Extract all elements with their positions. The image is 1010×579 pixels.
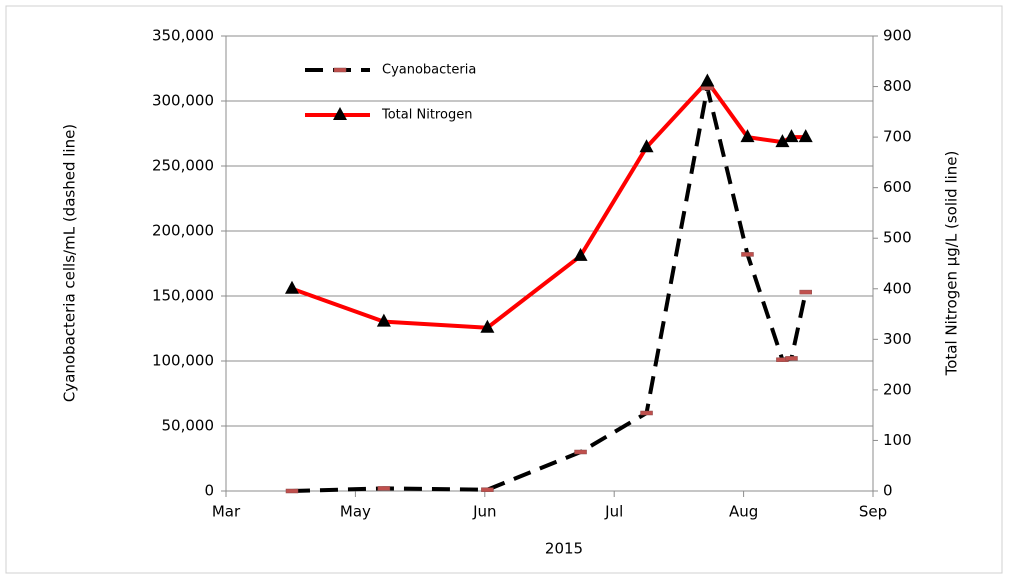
x-tick-label: Jul bbox=[604, 503, 623, 521]
legend-label: Cyanobacteria bbox=[382, 63, 476, 78]
y2-tick-label: 300 bbox=[883, 330, 912, 348]
data-point bbox=[775, 134, 790, 148]
data-point bbox=[481, 487, 494, 492]
y2-tick-label: 100 bbox=[883, 431, 912, 449]
y-tick-label: 100,000 bbox=[152, 352, 214, 370]
data-point bbox=[376, 313, 391, 327]
y2-tick-label: 700 bbox=[883, 128, 912, 146]
y-tick-label: 0 bbox=[204, 482, 214, 500]
y-tick-label: 250,000 bbox=[152, 157, 214, 175]
x-tick-label: Jun bbox=[472, 503, 496, 521]
data-point bbox=[701, 85, 714, 91]
data-point bbox=[700, 73, 715, 87]
y2-tick-label: 0 bbox=[883, 482, 893, 500]
data-point bbox=[573, 247, 588, 261]
data-point bbox=[640, 410, 653, 416]
y-axis-title: Cyanobacteria cells/mL (dashed line) bbox=[61, 124, 79, 402]
data-point bbox=[480, 319, 495, 333]
y2-tick-label: 400 bbox=[883, 279, 912, 297]
y-tick-label: 50,000 bbox=[162, 417, 215, 435]
data-point bbox=[784, 129, 799, 143]
data-point bbox=[799, 289, 812, 295]
data-point bbox=[741, 252, 754, 257]
legend-marker bbox=[333, 67, 347, 73]
y-tick-label: 200,000 bbox=[152, 222, 214, 240]
data-point bbox=[377, 486, 391, 491]
data-point bbox=[740, 129, 755, 143]
y2-tick-label: 900 bbox=[883, 27, 912, 45]
y2-axis-title: Total Nitrogen µg/L (solid line) bbox=[943, 151, 961, 377]
legend-marker bbox=[333, 107, 347, 120]
data-point bbox=[284, 280, 299, 294]
data-point bbox=[285, 488, 299, 494]
x-tick-label: May bbox=[340, 503, 371, 521]
x-tick-label: Sep bbox=[859, 503, 887, 521]
x-axis-title: 2015 bbox=[545, 540, 583, 558]
y2-tick-label: 800 bbox=[883, 77, 912, 95]
data-point bbox=[639, 139, 654, 153]
y2-tick-label: 500 bbox=[883, 229, 912, 247]
y-tick-label: 300,000 bbox=[152, 92, 214, 110]
data-point bbox=[785, 356, 798, 361]
x-tick-label: Aug bbox=[729, 503, 758, 521]
legend-label: Total Nitrogen bbox=[381, 108, 472, 123]
data-point bbox=[574, 449, 587, 455]
y2-tick-label: 200 bbox=[883, 380, 912, 398]
y-tick-label: 350,000 bbox=[152, 27, 214, 45]
y2-tick-label: 600 bbox=[883, 178, 912, 196]
y-tick-label: 150,000 bbox=[152, 287, 214, 305]
data-point bbox=[798, 129, 813, 143]
x-tick-label: Mar bbox=[212, 503, 241, 521]
